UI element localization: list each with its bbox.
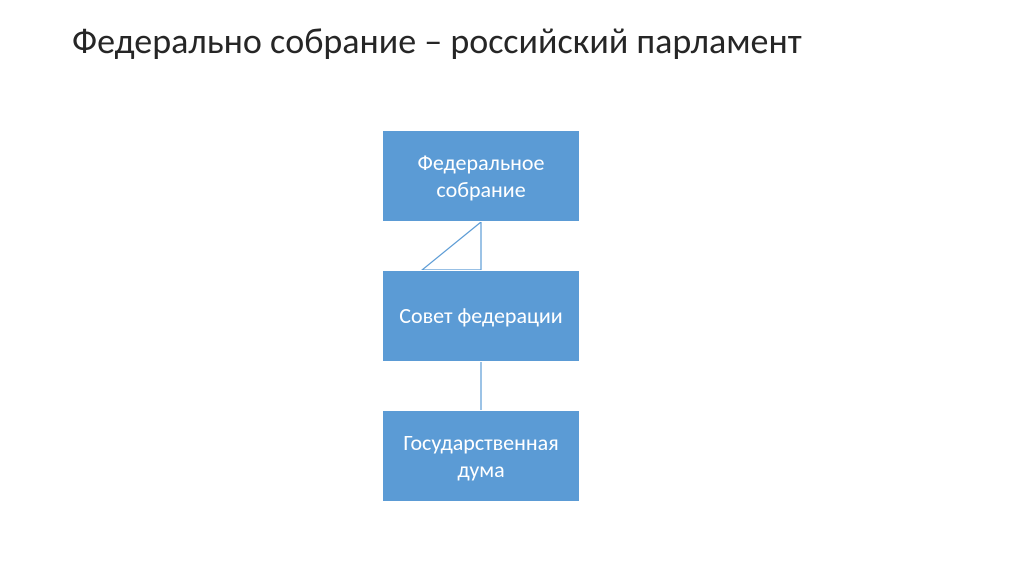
org-diagram: Федеральное собрание Совет федерации Госуд…: [0, 130, 1024, 560]
diagram-node-n1: Федеральное собрание: [382, 130, 580, 222]
diagram-node-n2: Совет федерации: [382, 270, 580, 362]
diagram-node-n3: Государственная дума: [382, 410, 580, 502]
page-title: Федерально собрание – российский парламе…: [72, 20, 802, 63]
